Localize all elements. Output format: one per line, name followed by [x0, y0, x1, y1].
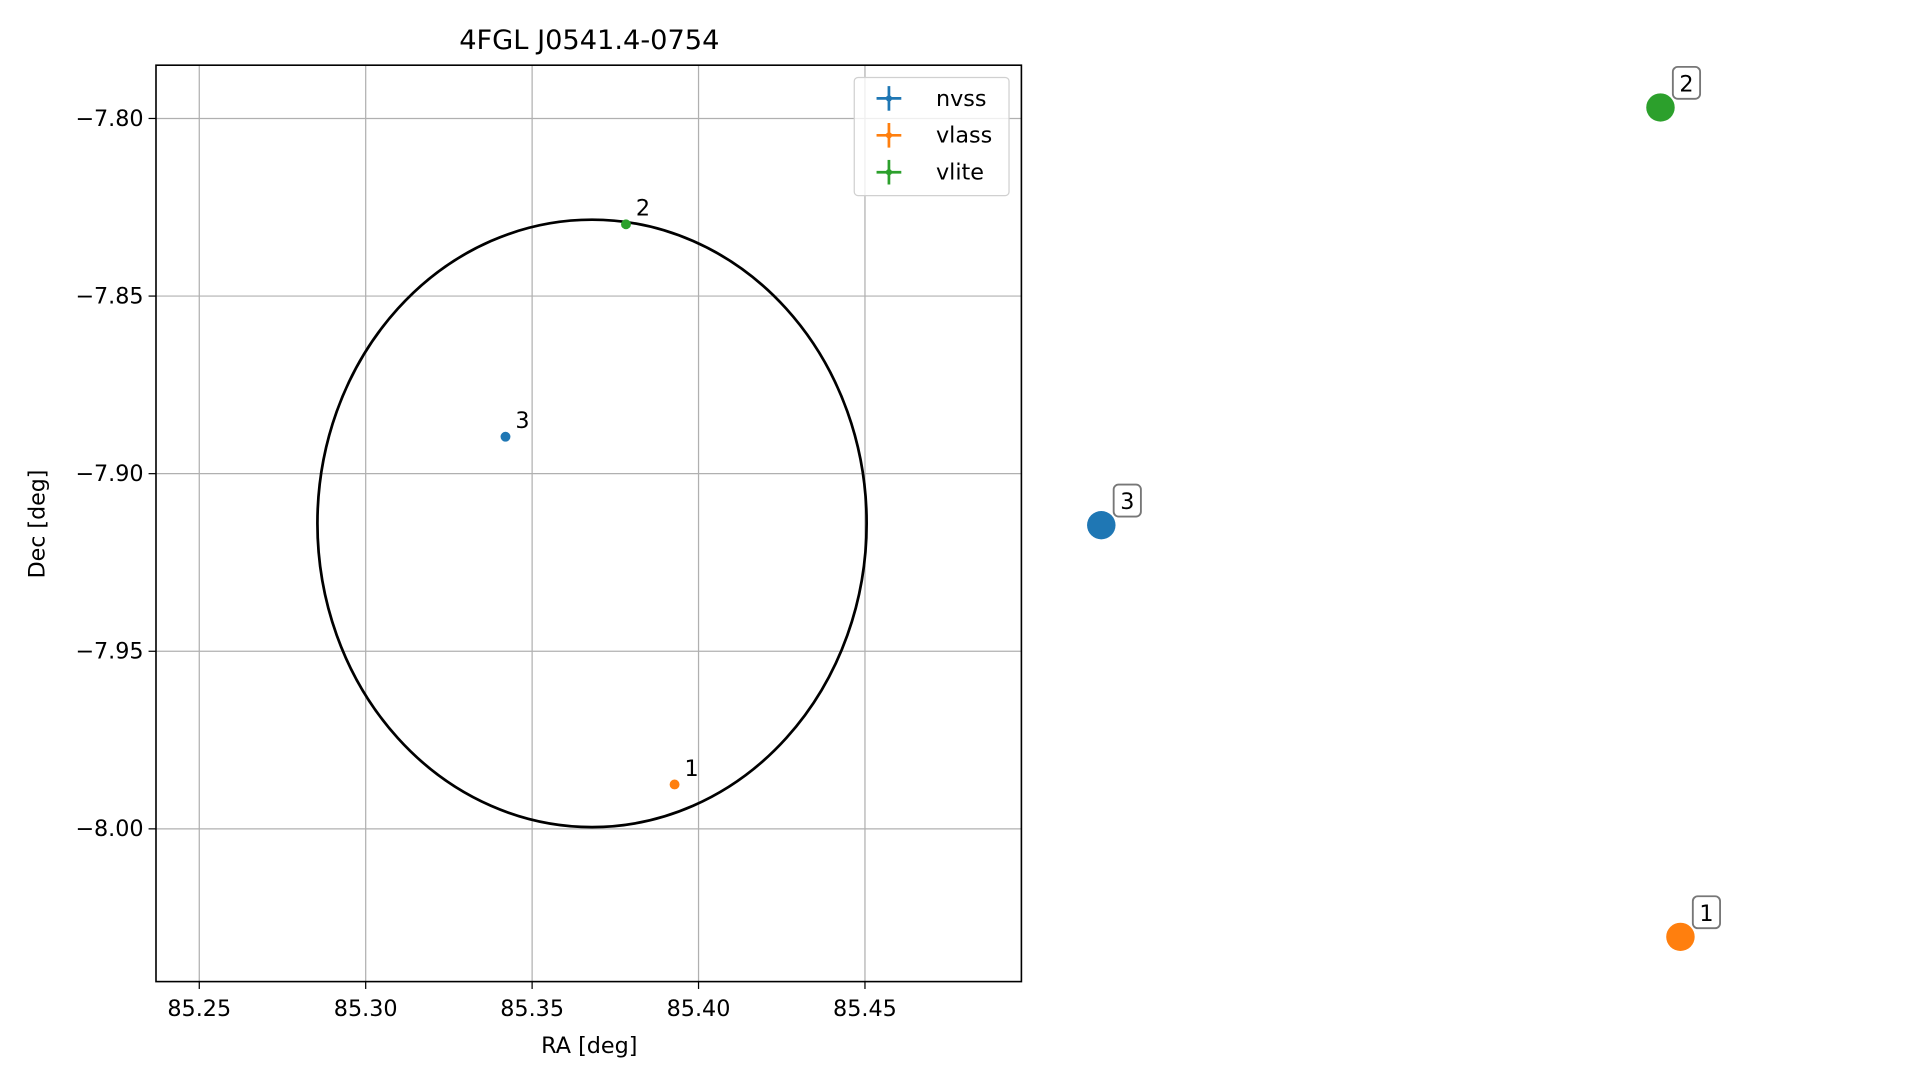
point-label: 3: [515, 408, 529, 434]
axes-frame: [155, 64, 1023, 983]
legend-marker: [885, 95, 893, 102]
point: [669, 779, 680, 790]
y-axis-label: Dec [deg]: [25, 470, 51, 579]
point: [621, 219, 631, 230]
point-label: 2: [636, 196, 650, 222]
x-tick-label: 85.40: [667, 996, 731, 1022]
legend-marker: [885, 169, 893, 176]
ellipse: [316, 218, 868, 829]
x-tick-label: 85.30: [334, 996, 398, 1022]
x-axis-label: RA [deg]: [541, 1033, 637, 1059]
point: [500, 431, 511, 442]
point-label: 1: [684, 756, 698, 782]
point-label: 2: [1679, 72, 1693, 98]
point: [1666, 922, 1695, 951]
y-tick-label: −8.00: [75, 816, 143, 842]
y-tick-label: −7.90: [75, 461, 143, 487]
y-tick-label: −7.80: [75, 106, 143, 132]
label-box: [1691, 895, 1721, 930]
y-tick-label: −7.85: [75, 284, 143, 310]
chart-title: 4FGL J0541.4-0754: [459, 25, 719, 56]
point: [1646, 93, 1675, 122]
point: [1087, 511, 1116, 540]
label-box: [1671, 65, 1702, 100]
point-label: 1: [1699, 901, 1713, 927]
legend-label: vlass: [936, 123, 992, 149]
legend-box: [853, 76, 1010, 197]
legend-label: vlite: [936, 160, 984, 186]
label-box: [1112, 483, 1142, 518]
point-label: 3: [1120, 489, 1134, 515]
x-tick-label: 85.45: [833, 996, 897, 1022]
legend-marker: [885, 132, 893, 139]
x-tick-label: 85.25: [167, 996, 231, 1022]
x-tick-label: 85.35: [500, 996, 564, 1022]
legend-label: nvss: [936, 86, 987, 112]
y-tick-label: −7.95: [75, 639, 143, 665]
